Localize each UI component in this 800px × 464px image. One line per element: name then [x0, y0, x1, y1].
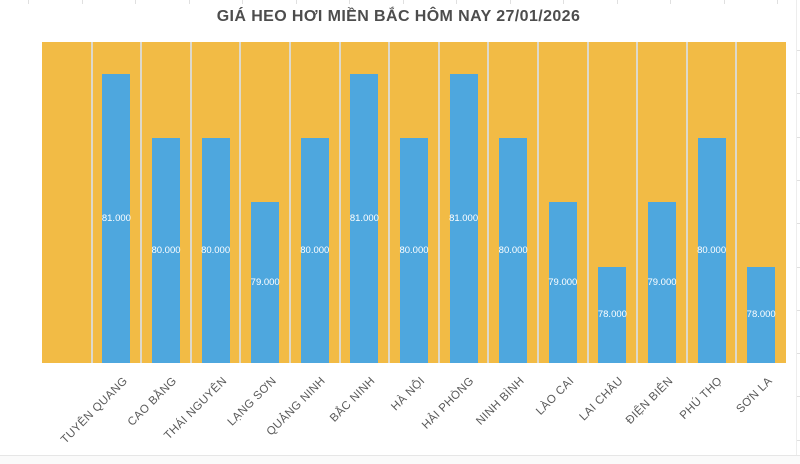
bar-lạng-sơn: 79.000	[250, 202, 280, 363]
bar-value-label: 80.000	[498, 244, 528, 256]
x-axis-label-điện-biên: ĐIỆN BIÊN	[623, 375, 676, 427]
worksheet-column-tick	[189, 0, 190, 4]
bar-lai-châu: 78.000	[597, 267, 627, 363]
x-axis-label-phú-thọ: PHÚ THỌ	[678, 375, 726, 422]
x-axis-label-tuyên-quang: TUYÊN QUANG	[58, 375, 130, 447]
worksheet-column-tick	[28, 0, 29, 4]
x-axis-label-cao-bằng: CAO BẰNG	[125, 375, 180, 429]
bar-phú-thọ: 80.000	[697, 138, 727, 363]
bar-thái-nguyên: 80.000	[201, 138, 231, 363]
bar-value-label: 79.000	[250, 276, 280, 288]
vertical-gridline	[140, 42, 143, 363]
plot-area: 81.000 80.000 80.000 79.000 80.000 81.000 80.0…	[42, 42, 786, 363]
worksheet-column-tick	[403, 0, 404, 4]
vertical-gridline	[735, 42, 738, 363]
worksheet-column-tick	[82, 0, 83, 4]
vertical-gridline	[487, 42, 490, 363]
x-axis-label-hà-nội: HÀ NỘI	[389, 375, 428, 414]
worksheet-column-tick	[456, 0, 457, 4]
x-axis-label-thái-nguyên: THÁI NGUYÊN	[161, 375, 230, 443]
worksheet-column-tick	[510, 0, 511, 4]
worksheet-row-tick	[797, 180, 800, 181]
bar-value-label: 79.000	[548, 276, 578, 288]
worksheet-row-tick	[797, 440, 800, 441]
worksheet-column-tick	[296, 0, 297, 4]
bar-value-label: 80.000	[697, 244, 727, 256]
worksheet-column-tick	[777, 0, 778, 4]
bar-value-label: 81.000	[349, 212, 379, 224]
bar-bắc-ninh: 81.000	[349, 74, 379, 363]
vertical-gridline	[537, 42, 539, 363]
bar-hà-nội: 80.000	[399, 138, 429, 363]
bar-quảng-ninh: 80.000	[300, 138, 330, 363]
x-axis-label-sơn-la: SƠN LA	[734, 375, 775, 416]
bar-value-label: 80.000	[300, 244, 330, 256]
worksheet-column-tick	[724, 0, 725, 4]
worksheet-row-tick	[797, 353, 800, 354]
x-axis-label-bắc-ninh: BẮC NINH	[328, 375, 378, 425]
worksheet-column-tick	[670, 0, 671, 4]
bar-value-label: 80.000	[399, 244, 429, 256]
vertical-gridline	[636, 42, 639, 363]
x-axis-label-ninh-bình: NINH BÌNH	[474, 375, 527, 428]
worksheet-row-tick	[797, 267, 800, 268]
vertical-gridline	[189, 42, 192, 363]
vertical-gridline	[685, 42, 688, 363]
worksheet-row-tick	[797, 310, 800, 311]
worksheet-column-tick	[617, 0, 618, 4]
bar-value-label: 80.000	[151, 244, 181, 256]
bar-value-label: 80.000	[201, 244, 231, 256]
bar-value-label: 79.000	[647, 276, 677, 288]
worksheet-row-tick	[797, 93, 800, 94]
bar-điện-biên: 79.000	[647, 202, 677, 363]
vertical-gridline	[437, 42, 440, 363]
worksheet-row-gridline	[0, 455, 800, 456]
bar-ninh-bình: 80.000	[498, 138, 528, 363]
worksheet-column-gridline	[796, 0, 797, 464]
x-axis-label-lai-châu: LAI CHÂU	[577, 375, 626, 424]
worksheet-column-tick	[242, 0, 243, 4]
vertical-gridline	[338, 42, 341, 363]
bar-cao-bằng: 80.000	[151, 138, 181, 363]
worksheet-row-tick	[797, 223, 800, 224]
bar-value-label: 81.000	[449, 212, 479, 224]
chart-title: GIÁ HEO HƠI MIỀN BẮC HÔM NAY 27/01/2026	[216, 8, 581, 25]
x-axis-label-lạng-sơn: LẠNG SƠN	[225, 375, 279, 429]
x-axis-label-hải-phòng: HẢI PHÒNG	[420, 375, 478, 432]
x-axis-label-lào-cai: LÀO CAI	[533, 375, 577, 418]
bar-hải-phòng: 81.000	[449, 74, 479, 363]
worksheet-row-tick	[797, 50, 800, 51]
worksheet-column-tick	[563, 0, 564, 4]
bar-sơn-la: 78.000	[746, 267, 776, 363]
bar-lào-cai: 79.000	[548, 202, 578, 363]
worksheet-column-tick	[349, 0, 350, 4]
worksheet-column-tick	[135, 0, 136, 4]
bar-value-label: 78.000	[746, 309, 776, 321]
bar-value-label: 81.000	[101, 212, 131, 224]
bar-value-label: 78.000	[597, 309, 627, 321]
worksheet-row-tick	[797, 137, 800, 138]
vertical-gridline	[90, 42, 93, 363]
vertical-gridline	[289, 42, 291, 363]
vertical-gridline	[239, 42, 242, 363]
x-axis-label-quảng-ninh: QUẢNG NINH	[265, 375, 329, 439]
vertical-gridline	[388, 42, 391, 363]
vertical-gridline	[586, 42, 589, 363]
worksheet-row-tick	[797, 396, 800, 397]
bar-tuyên-quang: 81.000	[101, 74, 131, 363]
worksheet-strip	[0, 456, 800, 464]
